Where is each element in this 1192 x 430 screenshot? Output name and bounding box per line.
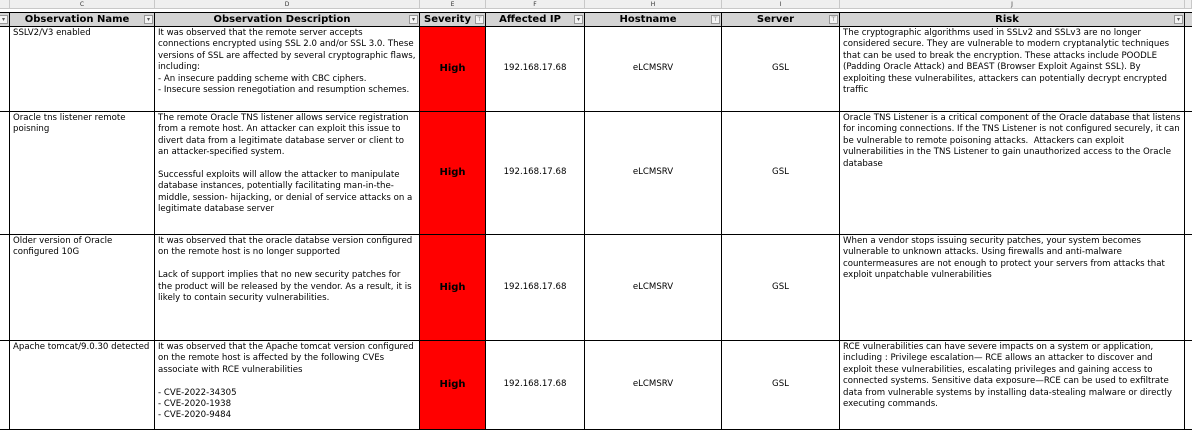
cell-observation-description[interactable]: It was observed that the Apache tomcat v… [155,341,420,430]
cell-server[interactable]: GSL [722,235,840,341]
header-k [1185,12,1192,27]
header-label: Observation Name [24,14,130,25]
header-server[interactable]: Server ⊤ [722,12,840,27]
filter-dropdown-icon[interactable]: ▾ [409,15,418,24]
cell-severity[interactable]: High [420,112,486,235]
cell-server[interactable]: GSL [722,341,840,430]
cell-hostname[interactable]: eLCMSRV [585,235,722,341]
stub-cell[interactable] [0,341,10,430]
filter-dropdown-icon[interactable]: ▾ [0,15,8,24]
column-letter[interactable]: H [585,0,722,9]
cell-server[interactable]: GSL [722,27,840,112]
cell-observation-name[interactable]: Older version of Oracle configured 10G [10,235,155,341]
header-hostname[interactable]: Hostname ⊤ [585,12,722,27]
header-label: Server [756,14,795,25]
column-letter[interactable]: E [420,0,486,9]
filter-dropdown-icon[interactable]: ▾ [1174,15,1183,24]
filter-applied-icon[interactable]: ⊤ [829,15,838,24]
header-label: Risk [995,14,1019,25]
cell-observation-name[interactable]: SSLV2/V3 enabled [10,27,155,112]
header-affected-ip[interactable]: Affected IP ▾ [486,12,585,27]
stub-cell[interactable] [0,27,10,112]
header-label: Hostname [619,14,677,25]
header-label: Observation Description [213,14,351,25]
cell-k[interactable] [1185,112,1192,235]
cell-affected-ip[interactable]: 192.168.17.68 [486,235,585,341]
cell-risk[interactable]: The cryptographic algorithms used in SSL… [840,27,1185,112]
header-risk[interactable]: Risk ▾ [840,12,1185,27]
column-letter-k[interactable] [1185,0,1192,9]
filter-applied-icon[interactable]: ⊤ [475,15,484,24]
cell-observation-name[interactable]: Oracle tns listener remote poisning [10,112,155,235]
column-letter[interactable]: F [486,0,585,9]
filter-applied-icon[interactable]: ⊤ [711,15,720,24]
column-letter[interactable]: D [155,0,420,9]
cell-severity[interactable]: High [420,235,486,341]
header-label: Severity [424,14,471,25]
cell-risk[interactable]: When a vendor stops issuing security pat… [840,235,1185,341]
spacer [0,9,1192,12]
column-letter-b[interactable] [0,0,10,9]
cell-observation-name[interactable]: Apache tomcat/9.0.30 detected [10,341,155,430]
stub-cell[interactable] [0,235,10,341]
cell-observation-description[interactable]: It was observed that the oracle databse … [155,235,420,341]
cell-hostname[interactable]: eLCMSRV [585,341,722,430]
header-observation-name[interactable]: Observation Name ▾ [10,12,155,27]
column-letter[interactable]: I [722,0,840,9]
cell-k[interactable] [1185,27,1192,112]
cell-severity[interactable]: High [420,341,486,430]
cell-hostname[interactable]: eLCMSRV [585,112,722,235]
cell-k[interactable] [1185,341,1192,430]
cell-risk[interactable]: Oracle TNS Listener is a critical compon… [840,112,1185,235]
header-label: Affected IP [499,14,561,25]
cell-affected-ip[interactable]: 192.168.17.68 [486,27,585,112]
header-stub: ▾ [0,12,10,27]
cell-server[interactable]: GSL [722,112,840,235]
cell-affected-ip[interactable]: 192.168.17.68 [486,112,585,235]
header-observation-description[interactable]: Observation Description ▾ [155,12,420,27]
column-letter[interactable]: C [10,0,155,9]
header-severity[interactable]: Severity ⊤ [420,12,486,27]
column-letter[interactable]: J [840,0,1185,9]
filter-dropdown-icon[interactable]: ▾ [574,15,583,24]
cell-risk[interactable]: RCE vulnerabilities can have severe impa… [840,341,1185,430]
cell-k[interactable] [1185,235,1192,341]
cell-observation-description[interactable]: The remote Oracle TNS listener allows se… [155,112,420,235]
cell-severity[interactable]: High [420,27,486,112]
cell-affected-ip[interactable]: 192.168.17.68 [486,341,585,430]
cell-observation-description[interactable]: It was observed that the remote server a… [155,27,420,112]
stub-cell[interactable] [0,112,10,235]
cell-hostname[interactable]: eLCMSRV [585,27,722,112]
filter-dropdown-icon[interactable]: ▾ [144,15,153,24]
